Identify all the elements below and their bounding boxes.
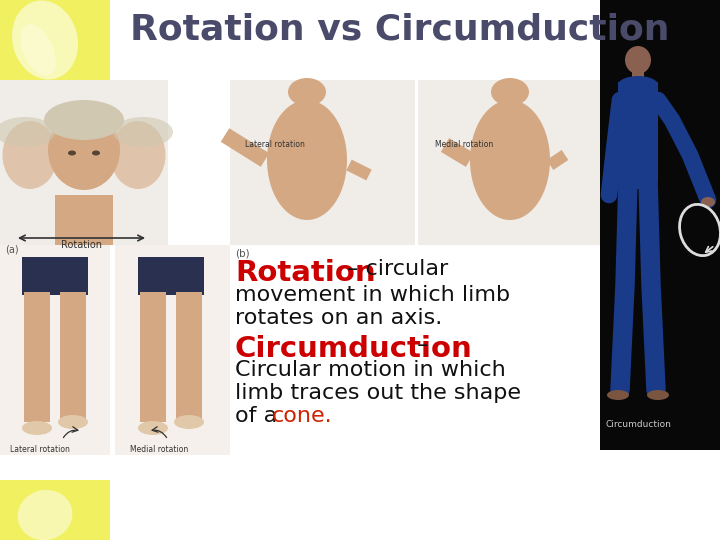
Ellipse shape	[618, 76, 658, 94]
Bar	[0, 0, 110, 80]
Ellipse shape	[625, 46, 651, 74]
Text: limb traces out the shape: limb traces out the shape	[235, 383, 521, 403]
Bar	[24, 292, 50, 422]
Text: Rotation: Rotation	[61, 240, 102, 250]
Ellipse shape	[20, 24, 56, 76]
Bar	[115, 245, 230, 455]
FancyArrow shape	[221, 128, 269, 167]
Text: Medial rotation: Medial rotation	[130, 445, 188, 454]
Bar	[600, 0, 720, 450]
FancyArrow shape	[546, 150, 568, 170]
Text: Circumduction: Circumduction	[605, 420, 671, 429]
Ellipse shape	[68, 151, 76, 156]
Ellipse shape	[174, 415, 204, 429]
Text: (a): (a)	[5, 244, 19, 254]
Bar	[632, 63, 644, 85]
FancyArrow shape	[441, 138, 474, 167]
Ellipse shape	[18, 490, 72, 540]
Text: of a: of a	[235, 406, 284, 426]
Ellipse shape	[138, 421, 168, 435]
Ellipse shape	[701, 197, 715, 207]
Text: cone.: cone.	[272, 406, 333, 426]
Ellipse shape	[44, 100, 124, 140]
Text: Rotation: Rotation	[235, 259, 376, 287]
Text: movement in which limb: movement in which limb	[235, 285, 510, 305]
Text: (b): (b)	[235, 248, 250, 258]
Ellipse shape	[12, 1, 78, 79]
Ellipse shape	[647, 390, 669, 400]
Ellipse shape	[22, 421, 52, 435]
Text: Medial rotation: Medial rotation	[435, 140, 493, 149]
Ellipse shape	[48, 110, 120, 190]
Ellipse shape	[0, 117, 55, 147]
Text: rotates on an axis.: rotates on an axis.	[235, 308, 442, 328]
Ellipse shape	[288, 78, 326, 106]
Bar	[0, 245, 110, 455]
FancyArrow shape	[346, 160, 372, 180]
Text: –: –	[410, 335, 428, 355]
Text: – circular: – circular	[340, 259, 449, 279]
Ellipse shape	[110, 121, 166, 189]
Text: Rotation vs Circumduction: Rotation vs Circumduction	[130, 13, 670, 47]
Bar	[0, 480, 110, 540]
Text: Lateral rotation: Lateral rotation	[10, 445, 70, 454]
Text: Circular motion in which: Circular motion in which	[235, 360, 505, 380]
Bar	[22, 257, 88, 295]
Ellipse shape	[491, 78, 529, 106]
Text: Circumduction: Circumduction	[235, 335, 473, 363]
Bar	[418, 80, 608, 245]
Ellipse shape	[470, 100, 550, 220]
Ellipse shape	[2, 121, 58, 189]
Bar	[230, 80, 415, 245]
Ellipse shape	[618, 171, 658, 189]
Bar	[618, 82, 658, 180]
Bar	[0, 80, 168, 245]
Ellipse shape	[607, 390, 629, 400]
Bar	[176, 292, 202, 420]
Ellipse shape	[267, 100, 347, 220]
Bar	[60, 292, 86, 420]
Ellipse shape	[113, 117, 173, 147]
Bar	[140, 292, 166, 422]
Bar	[55, 195, 113, 245]
Ellipse shape	[92, 151, 100, 156]
Bar	[138, 257, 204, 295]
Ellipse shape	[58, 415, 88, 429]
Text: Lateral rotation: Lateral rotation	[245, 140, 305, 149]
